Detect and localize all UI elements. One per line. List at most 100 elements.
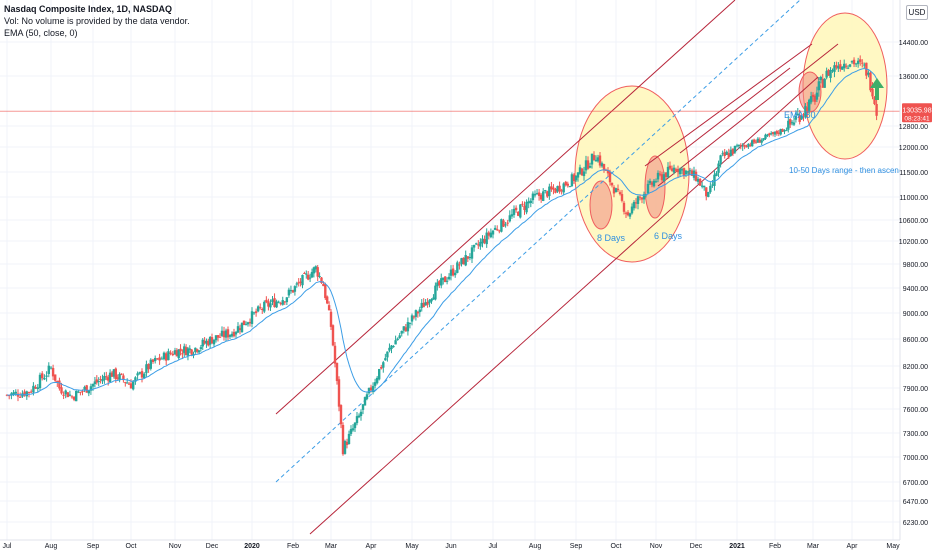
candle-body: [186, 348, 190, 356]
candle-body: [156, 358, 159, 360]
candle-body: [345, 441, 349, 445]
candle-body: [859, 59, 862, 62]
candle-body: [396, 338, 399, 341]
candle-body: [177, 349, 180, 359]
candle-body: [363, 397, 367, 406]
ema-50-line: [7, 67, 878, 396]
candle-body: [91, 384, 95, 387]
candle-body: [698, 178, 702, 186]
candle-body: [205, 340, 208, 344]
candle-body: [672, 167, 676, 173]
candle-body: [384, 358, 387, 361]
candle-body: [66, 392, 69, 398]
candle-body: [77, 391, 80, 393]
candle-body: [275, 301, 278, 308]
candle-body: [572, 174, 576, 182]
candle-body: [703, 185, 706, 188]
time-tick-label: Mar: [325, 543, 338, 550]
candle-body: [598, 155, 602, 166]
candle-body: [733, 145, 737, 153]
candle-body: [727, 153, 730, 158]
candle-body: [410, 315, 414, 322]
candle-body: [856, 60, 860, 64]
candle-body: [301, 275, 304, 286]
candle-body: [143, 373, 146, 379]
candle-body: [369, 387, 373, 391]
candle-body: [512, 208, 516, 215]
candle-body: [592, 155, 596, 161]
candle-body: [87, 390, 90, 394]
candle-body: [440, 278, 443, 286]
symbol-title: Nasdaq Composite Index, 1D, NASDAQ: [4, 4, 173, 14]
candle-body: [725, 151, 728, 156]
candle-body: [158, 357, 161, 361]
candle-body: [375, 377, 379, 384]
candle-body: [287, 289, 291, 296]
candle-body: [634, 202, 638, 204]
time-tick-label: May: [886, 543, 900, 550]
candle-body: [470, 247, 474, 259]
candle-body: [766, 134, 769, 136]
grid: [0, 0, 900, 540]
candle-body: [36, 387, 39, 390]
candle-body: [556, 186, 559, 192]
candle-body: [326, 296, 329, 304]
candle-body: [51, 368, 55, 377]
candle-body: [614, 188, 618, 193]
time-tick-label: Feb: [769, 543, 781, 550]
candle-body: [438, 281, 441, 286]
candle-body: [739, 145, 742, 147]
candle-body: [500, 219, 503, 232]
candle-body: [361, 404, 365, 410]
candle-body: [529, 200, 532, 204]
candle-body: [523, 205, 526, 211]
candle-body: [517, 211, 520, 216]
candle-body: [775, 131, 779, 134]
candle-body: [600, 163, 604, 167]
candle-body: [390, 345, 393, 349]
candle-body: [863, 64, 866, 66]
candle-body: [751, 140, 754, 147]
candle-body: [175, 350, 179, 357]
candle-body: [418, 309, 421, 313]
candle-body: [277, 301, 280, 303]
candle-body: [127, 383, 131, 385]
candle-body: [445, 280, 449, 282]
candle-body: [136, 373, 139, 376]
price-tick-label: 7300.00: [903, 431, 928, 438]
candle-body: [656, 172, 660, 180]
candle-body: [23, 391, 26, 396]
candle-body: [134, 377, 137, 382]
candle-body: [398, 335, 401, 338]
candle-body: [508, 215, 511, 222]
candle-body: [664, 172, 668, 178]
candle-body: [837, 66, 840, 69]
candle-body: [875, 103, 878, 116]
price-tick-label: 10600.00: [899, 218, 928, 225]
candles: [5, 55, 878, 456]
currency-button[interactable]: USD: [906, 5, 928, 20]
candle-body: [110, 372, 114, 377]
candle-body: [81, 390, 84, 392]
candle-body: [558, 185, 561, 192]
candle-body: [38, 374, 42, 389]
candle-body: [612, 187, 616, 194]
candle-body: [442, 277, 445, 281]
candle-body: [124, 382, 127, 384]
candle-body: [660, 174, 664, 180]
candle-body: [711, 184, 714, 186]
candle-body: [525, 201, 528, 213]
candle-body: [485, 232, 488, 245]
candle-body: [770, 133, 773, 135]
candle-body: [114, 368, 117, 380]
candle-body: [578, 167, 582, 174]
candle-body: [210, 337, 214, 344]
candle-body: [833, 65, 836, 72]
candle-body: [537, 192, 541, 196]
candle-body: [462, 257, 465, 265]
candle-body: [588, 166, 592, 168]
candle-body: [308, 277, 312, 279]
candle-body: [624, 212, 628, 214]
